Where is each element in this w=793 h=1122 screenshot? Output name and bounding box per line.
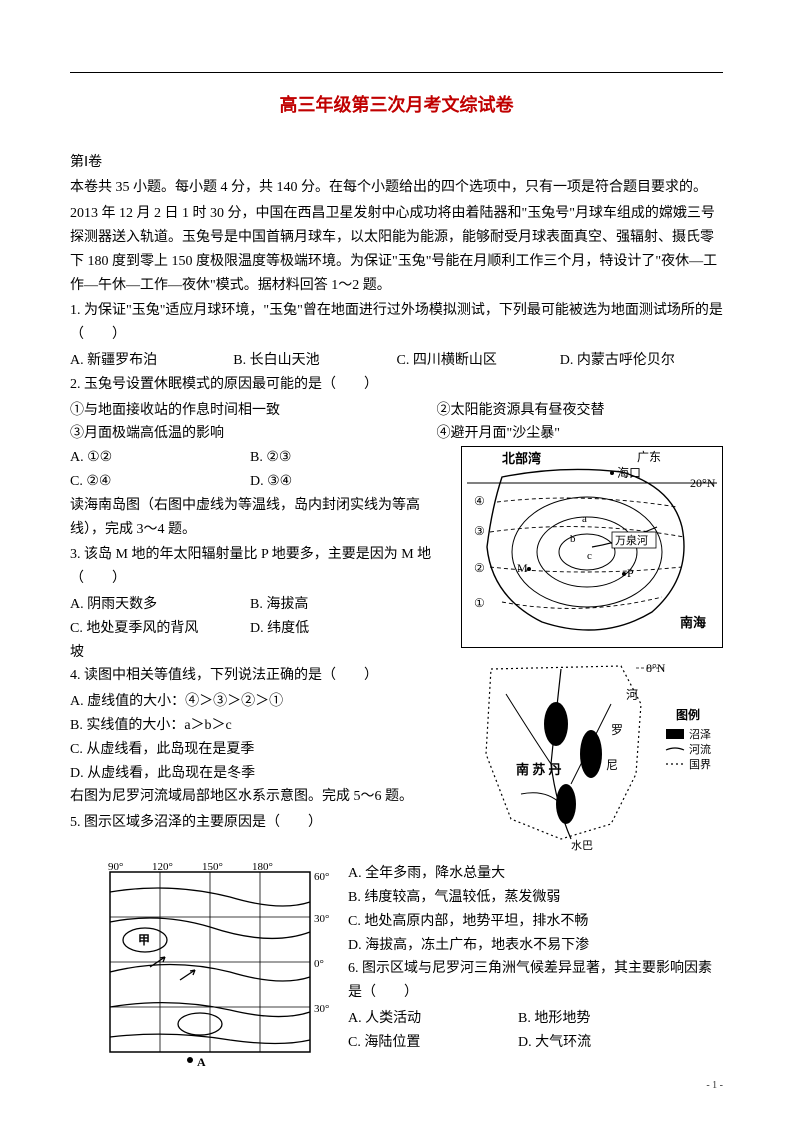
hainan-mark-2: ② [474, 561, 485, 575]
contour-lon-0: 90° [108, 862, 123, 873]
q2-opt-c: C. ②④ [70, 470, 210, 494]
exam-title: 高三年级第三次月考文综试卷 [70, 90, 723, 121]
contour-jia: 甲 [138, 933, 150, 947]
page-number: - 1 - [706, 1077, 723, 1094]
hainan-south-label: 南海 [680, 615, 706, 630]
q6-opt-d: D. 大气环流 [518, 1031, 591, 1055]
contour-lon-1: 120° [152, 862, 173, 873]
hainan-intro: 读海南岛图（右图中虚线为等温线，岛内封闭实线为等高线），完成 3～4 题。 [70, 494, 451, 542]
q1-opt-c: C. 四川横断山区 [397, 349, 560, 373]
hainan-north-label: 北部湾 [502, 451, 541, 466]
hainan-mark-b: b [570, 533, 576, 545]
nile-legend-border: 国界 [689, 758, 711, 771]
q5-opt-c: C. 地处高原内部，地势平坦，排水不畅 [348, 910, 723, 934]
contour-lon-3: 180° [252, 862, 273, 873]
nile-intro: 右图为尼罗河流域局部地区水系示意图。完成 5～6 题。 [70, 785, 451, 809]
q6-opt-a: A. 人类活动 [348, 1007, 478, 1031]
q5-opt-b: B. 纬度较高，气温较低，蒸发微弱 [348, 886, 723, 910]
nile-map: 8°N 南 苏 丹 河 罗 尼 水巴 图例 沼泽 [461, 654, 723, 854]
hainan-mark-m: M [517, 561, 528, 575]
q1-opt-b: B. 长白山天池 [233, 349, 396, 373]
q1-opt-a: A. 新疆罗布泊 [70, 349, 233, 373]
q2-s4: ④避开月面"沙尘暴" [437, 422, 560, 446]
q5-opt-a: A. 全年多雨，降水总量大 [348, 862, 723, 886]
nile-legend-river: 河流 [689, 742, 711, 756]
q3-opt-d: D. 纬度低 [250, 617, 309, 665]
hainan-mark-p: P [627, 566, 634, 580]
q3-opt-a: A. 阴雨天数多 [70, 593, 210, 617]
question-1-options: A. 新疆罗布泊 B. 长白山天池 C. 四川横断山区 D. 内蒙古呼伦贝尔 [70, 349, 723, 373]
q6-opt-c: C. 海陆位置 [348, 1031, 478, 1055]
q5-opt-d: D. 海拔高，冻土广布，地表水不易下渗 [348, 934, 723, 958]
contour-lat-3: 30° [314, 1003, 329, 1015]
q2-s1: ①与地面接收站的作息时间相一致 [70, 399, 397, 423]
intro-paragraph-1: 本卷共 35 小题。每小题 4 分，共 140 分。在每个小题给出的四个选项中，… [70, 176, 723, 200]
q3-opt-b: B. 海拔高 [250, 593, 308, 617]
question-2-options-2: C. ②④ D. ③④ [70, 470, 451, 494]
hainan-map: 北部湾 广东 海口 20°N 万泉河 [461, 446, 723, 648]
nile-legend-swamp: 沼泽 [689, 727, 711, 741]
q2-s3: ③月面极端高低温的影响 [70, 422, 397, 446]
question-6-options-2: C. 海陆位置 D. 大气环流 [348, 1031, 723, 1055]
question-2-options: A. ①② B. ②③ [70, 446, 451, 470]
q4-opt-c: C. 从虚线看，此岛现在是夏季 [70, 738, 451, 762]
top-rule [70, 72, 723, 73]
q4-opt-d: D. 从虚线看，此岛现在是冬季 [70, 762, 451, 786]
hainan-gd-label: 广东 [637, 450, 661, 464]
q2-s2: ②太阳能资源具有昼夜交替 [437, 399, 605, 423]
hainan-mark-c: c [587, 550, 592, 562]
q4-opt-a: A. 虚线值的大小：④＞③＞②＞① [70, 690, 451, 714]
question-2-statements-row1: ①与地面接收站的作息时间相一致 ②太阳能资源具有昼夜交替 [70, 399, 723, 423]
nile-legend-title: 图例 [676, 707, 700, 722]
contour-lon-2: 150° [202, 862, 223, 873]
q2-opt-b: B. ②③ [250, 446, 291, 470]
question-6-options: A. 人类活动 B. 地形地势 [348, 1007, 723, 1031]
question-5: 5. 图示区域多沼泽的主要原因是（ ） [70, 811, 451, 835]
nile-r4: 水巴 [571, 839, 593, 852]
contour-lat-1: 30° [314, 913, 329, 925]
q3-opt-c: C. 地处夏季风的背风坡 [70, 617, 210, 665]
contour-chart: 90° 120° 150° 180° 60° 30° 0° 30° 甲 [70, 862, 330, 1072]
section-label: 第Ⅰ卷 [70, 151, 723, 175]
question-3-options: A. 阴雨天数多 B. 海拔高 [70, 593, 451, 617]
nile-country-label: 南 苏 丹 [516, 762, 562, 777]
nile-r1: 河 [626, 688, 638, 702]
question-3: 3. 该岛 M 地的年太阳辐射量比 P 地要多，主要是因为 M 地（ ） [70, 543, 451, 591]
question-6: 6. 图示区域与尼罗河三角洲气候差异显著，其主要影响因素是（ ） [348, 957, 723, 1005]
question-2-statements-row2: ③月面极端高低温的影响 ④避开月面"沙尘暴" [70, 422, 723, 446]
q2-opt-d: D. ③④ [250, 470, 292, 494]
q6-opt-b: B. 地形地势 [518, 1007, 590, 1031]
nile-r3: 尼 [606, 758, 618, 772]
hainan-mark-3: ③ [474, 524, 485, 538]
q4-opt-b: B. 实线值的大小：a＞b＞c [70, 714, 451, 738]
q2-opt-a: A. ①② [70, 446, 210, 470]
question-2: 2. 玉兔号设置休眠模式的原因最可能的是（ ） [70, 373, 723, 397]
contour-a: A [197, 1055, 206, 1069]
contour-lat-0: 60° [314, 871, 329, 883]
hainan-river-label: 万泉河 [615, 533, 648, 547]
intro-paragraph-2: 2013 年 12 月 2 日 1 时 30 分，中国在西昌卫星发射中心成功将由… [70, 202, 723, 297]
question-1: 1. 为保证"玉兔"适应月球环境，"玉兔"曾在地面进行过外场模拟测试，下列最可能… [70, 299, 723, 347]
question-3-options-2: C. 地处夏季风的背风坡 D. 纬度低 [70, 617, 451, 665]
hainan-mark-1: ① [474, 596, 485, 610]
nile-r2: 罗 [611, 723, 623, 737]
hainan-mark-4: ④ [474, 494, 485, 508]
contour-lat-2: 0° [314, 958, 324, 970]
question-4: 4. 读图中相关等值线，下列说法正确的是（ ） [70, 664, 451, 688]
hainan-mark-a: a [582, 513, 587, 525]
q1-opt-d: D. 内蒙古呼伦贝尔 [560, 349, 723, 373]
